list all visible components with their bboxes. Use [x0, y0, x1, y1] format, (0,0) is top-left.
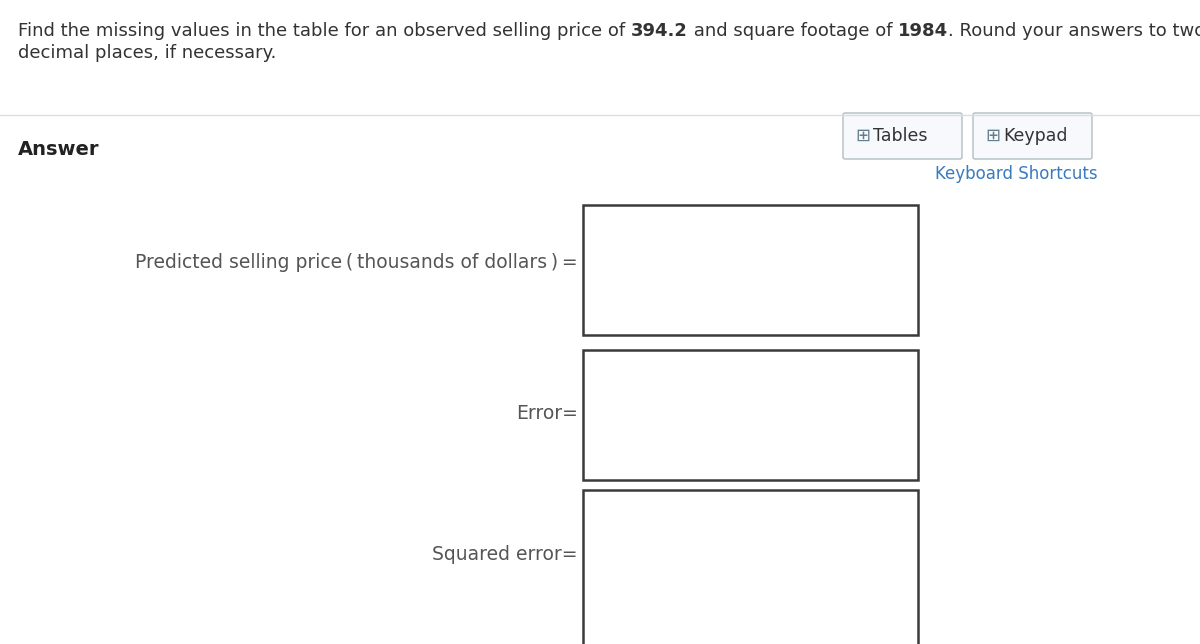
Text: Answer: Answer	[18, 140, 100, 159]
Text: ⊞: ⊞	[985, 127, 1000, 145]
Text: Predicted selling price ( thousands of dollars ) =: Predicted selling price ( thousands of d…	[136, 252, 578, 272]
Bar	[583, 205, 918, 335]
Text: Error=: Error=	[516, 404, 578, 422]
Text: ⊞: ⊞	[854, 127, 870, 145]
Text: Tables: Tables	[874, 127, 928, 145]
FancyBboxPatch shape	[973, 113, 1092, 159]
Text: Keypad: Keypad	[1003, 127, 1068, 145]
Text: decimal places, if necessary.: decimal places, if necessary.	[18, 44, 276, 62]
Text: . Round your answers to two: . Round your answers to two	[948, 22, 1200, 40]
Text: Keyboard Shortcuts: Keyboard Shortcuts	[935, 165, 1098, 183]
Bar	[583, 490, 918, 644]
Text: and square footage of: and square footage of	[688, 22, 898, 40]
Bar	[583, 350, 918, 480]
Text: 1984: 1984	[898, 22, 948, 40]
FancyBboxPatch shape	[842, 113, 962, 159]
Text: Squared error=: Squared error=	[432, 545, 578, 565]
Text: Find the missing values in the table for an observed selling price of: Find the missing values in the table for…	[18, 22, 631, 40]
Text: 394.2: 394.2	[631, 22, 688, 40]
